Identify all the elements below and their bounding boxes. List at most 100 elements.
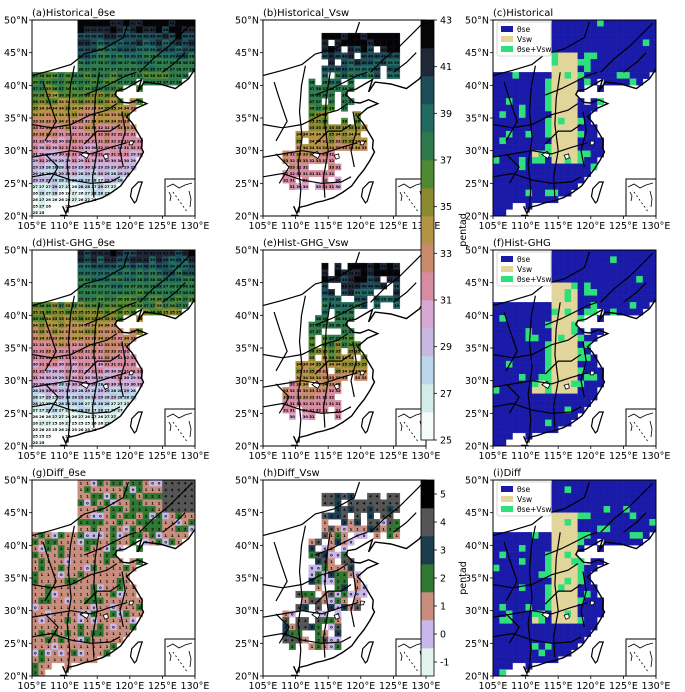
cell-label: 31 [329, 171, 335, 176]
inset-dash [403, 191, 406, 194]
cell-label: 39 [335, 303, 341, 308]
cell-label: 36 [33, 303, 39, 308]
data-cell [577, 20, 585, 27]
lake [102, 153, 109, 160]
cell-label: 1 [99, 500, 102, 505]
data-cell [512, 373, 520, 381]
cell-label: 36 [59, 93, 65, 98]
data-cell [558, 104, 565, 112]
cell-label: 32 [39, 125, 45, 130]
data-cell [571, 150, 578, 158]
cell-label: 40 [163, 270, 169, 275]
cell-label: 35 [59, 323, 65, 328]
cell-label: 36 [46, 310, 52, 315]
cell-label: 31 [85, 158, 91, 163]
cell-label: 31 [39, 158, 45, 163]
cell-label: 28 [78, 388, 84, 393]
cell-label: 32 [91, 368, 97, 373]
data-cell [512, 130, 520, 138]
cell-label: 2 [125, 566, 128, 571]
data-cell [642, 20, 650, 27]
cell-label: 33 [104, 132, 110, 137]
y-tick-label: 25°N [4, 639, 28, 650]
cell-label: 4 [171, 494, 174, 499]
x-tick-label: 105°E [249, 221, 278, 232]
cell-label: 1 [80, 546, 83, 551]
cell-label: 2 [138, 487, 141, 492]
data-cell [499, 111, 507, 119]
cell-label: 34 [111, 99, 117, 104]
cell-label: 31 [290, 178, 296, 183]
cell-label: 34 [59, 99, 65, 104]
data-cell [499, 183, 507, 191]
y-tick-label: 30°N [4, 606, 28, 617]
cell-label: 4 [376, 494, 379, 499]
data-cell [597, 275, 604, 283]
cell-label: 29 [104, 375, 110, 380]
cell-label: 35 [104, 316, 110, 321]
cell-label: 4 [376, 500, 379, 505]
cell-label: 28 [98, 191, 104, 196]
data-cell [499, 341, 507, 349]
cell-label: 38 [150, 277, 156, 282]
cell-label: 1 [86, 585, 89, 590]
cell-label: 34 [59, 336, 65, 341]
cell-label: 39 [156, 283, 162, 288]
cell-label: 34 [78, 323, 84, 328]
x-tick-label: 115°E [544, 451, 573, 462]
data-cell [577, 360, 585, 368]
cell-label: 37 [348, 99, 354, 104]
cell-label: 38 [183, 290, 189, 295]
cell-label: 2 [158, 526, 161, 531]
cell-label: 0 [34, 605, 37, 610]
cell-label: 0 [93, 481, 96, 486]
cell-label: 1 [119, 540, 122, 545]
province-border [32, 103, 118, 129]
data-cell [649, 262, 656, 270]
data-cell [505, 308, 513, 316]
x-tick-label: 105°E [479, 221, 508, 232]
cell-label: 30 [52, 368, 58, 373]
cell-label: 39 [124, 264, 130, 269]
cell-label: 34 [59, 106, 65, 111]
cell-label: 29 [46, 158, 52, 163]
data-cell [558, 52, 565, 60]
cell-label: 32 [65, 138, 71, 143]
cell-label: 37 [39, 80, 45, 85]
cell-label: 36 [85, 86, 91, 91]
data-cell [493, 117, 500, 125]
cell-label: 35 [39, 323, 45, 328]
cell-label: 32 [111, 125, 117, 130]
data-cell [603, 275, 611, 283]
cell-label: 36 [46, 80, 52, 85]
data-cell [499, 137, 507, 145]
cell-label: 29 [98, 388, 104, 393]
cell-label: 1 [53, 546, 56, 551]
cell-label: 38 [124, 66, 130, 71]
cell-label: 39 [98, 40, 104, 45]
data-cell [512, 387, 520, 394]
data-cell [538, 413, 546, 421]
cell-label: 28 [124, 394, 130, 399]
cell-label: 1 [53, 638, 56, 643]
cell-label: 41 [143, 27, 149, 32]
cell-label: 2 [158, 520, 161, 525]
cell-label: 37 [78, 86, 84, 91]
cell-label: 1 [138, 494, 141, 499]
cell-label: 32 [52, 362, 58, 367]
cell-label: 37 [124, 60, 130, 65]
data-cell [584, 380, 591, 388]
cell-label: 2 [132, 526, 135, 531]
cell-label: 42 [361, 270, 367, 275]
cell-label: 2 [60, 566, 63, 571]
cell-label: 28 [52, 164, 58, 169]
cell-label: 42 [374, 40, 380, 45]
data-cell [512, 419, 520, 427]
cell-label: 31 [59, 132, 65, 137]
data-cell [518, 302, 526, 309]
cell-label: 37 [176, 303, 182, 308]
cell-label: 3 [330, 513, 333, 518]
cell-label: 29 [72, 164, 78, 169]
inset-coast [629, 191, 633, 202]
cell-label: 40 [335, 53, 341, 58]
